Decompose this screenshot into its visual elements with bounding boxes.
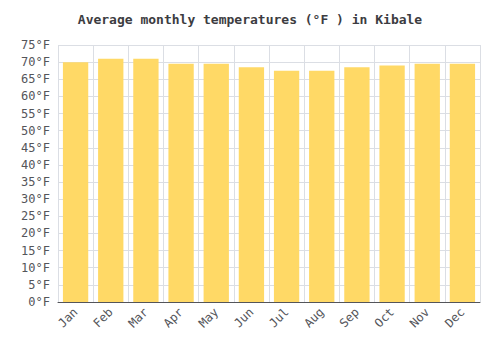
- svg-text:65°F: 65°F: [21, 72, 50, 86]
- svg-text:Nov: Nov: [407, 305, 432, 330]
- svg-text:30°F: 30°F: [21, 192, 50, 206]
- svg-text:Mar: Mar: [126, 305, 151, 330]
- svg-text:40°F: 40°F: [21, 158, 50, 172]
- svg-text:50°F: 50°F: [21, 124, 50, 138]
- svg-text:Apr: Apr: [161, 305, 186, 330]
- svg-text:75°F: 75°F: [21, 38, 50, 52]
- svg-text:25°F: 25°F: [21, 209, 50, 223]
- svg-text:5°F: 5°F: [28, 278, 50, 292]
- svg-text:70°F: 70°F: [21, 55, 50, 69]
- svg-text:Oct: Oct: [372, 305, 397, 330]
- svg-text:Sep: Sep: [337, 305, 362, 330]
- svg-text:10°F: 10°F: [21, 261, 50, 275]
- svg-text:60°F: 60°F: [21, 89, 50, 103]
- svg-text:35°F: 35°F: [21, 175, 50, 189]
- svg-text:Dec: Dec: [442, 305, 467, 330]
- svg-text:20°F: 20°F: [21, 226, 50, 240]
- svg-text:55°F: 55°F: [21, 107, 50, 121]
- svg-text:Average monthly temperatures (: Average monthly temperatures (°F ) in Ki…: [78, 12, 423, 27]
- svg-text:Aug: Aug: [301, 305, 326, 330]
- svg-text:Jul: Jul: [266, 305, 291, 330]
- svg-text:Jun: Jun: [231, 305, 256, 330]
- svg-text:May: May: [196, 305, 221, 330]
- svg-text:45°F: 45°F: [21, 141, 50, 155]
- svg-text:15°F: 15°F: [21, 244, 50, 258]
- svg-text:Jan: Jan: [55, 305, 80, 330]
- svg-text:Feb: Feb: [90, 305, 115, 330]
- svg-text:0°F: 0°F: [28, 295, 50, 309]
